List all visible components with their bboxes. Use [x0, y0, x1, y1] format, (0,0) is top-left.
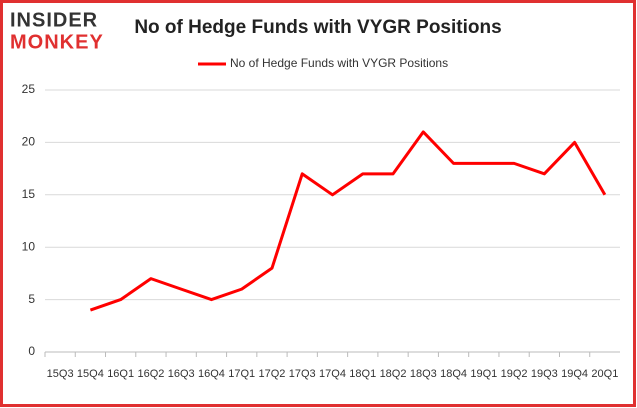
- logo-bottom: MONKEY: [10, 31, 104, 53]
- x-tick-label: 18Q3: [410, 368, 437, 380]
- x-tick-label: 15Q4: [77, 368, 104, 380]
- y-tick-label: 10: [22, 239, 36, 253]
- y-tick-label: 20: [22, 135, 36, 149]
- logo-top: INSIDER: [10, 9, 98, 31]
- x-tick-label: 16Q4: [198, 368, 225, 380]
- x-tick-label: 20Q1: [591, 368, 618, 380]
- y-tick-label: 25: [22, 82, 36, 96]
- x-tick-label: 16Q1: [107, 368, 134, 380]
- x-tick-label: 19Q3: [531, 368, 558, 380]
- x-tick-label: 19Q1: [470, 368, 497, 380]
- x-tick-label: 17Q4: [319, 368, 346, 380]
- x-tick-label: 18Q2: [380, 368, 407, 380]
- x-tick-label: 15Q3: [47, 368, 74, 380]
- x-tick-label: 16Q2: [137, 368, 164, 380]
- chart-title: No of Hedge Funds with VYGR Positions: [134, 17, 501, 38]
- y-tick-label: 5: [28, 292, 35, 306]
- x-tick-label: 17Q1: [228, 368, 255, 380]
- x-tick-label: 18Q4: [440, 368, 467, 380]
- x-tick-label: 16Q3: [168, 368, 195, 380]
- legend-label: No of Hedge Funds with VYGR Positions: [230, 56, 448, 70]
- x-tick-label: 19Q2: [501, 368, 528, 380]
- x-tick-label: 19Q4: [561, 368, 588, 380]
- line-series: [89, 130, 607, 312]
- x-tick-label: 17Q2: [259, 368, 286, 380]
- y-tick-label: 0: [28, 344, 35, 358]
- x-tick-label: 17Q3: [289, 368, 316, 380]
- y-tick-label: 15: [22, 187, 36, 201]
- x-tick-label: 18Q1: [349, 368, 376, 380]
